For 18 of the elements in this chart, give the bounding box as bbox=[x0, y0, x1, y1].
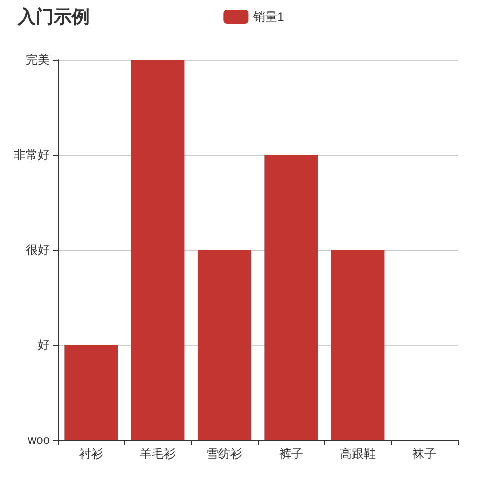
x-tick-label: 裤子 bbox=[279, 447, 304, 461]
x-tick-label: 雪纺衫 bbox=[206, 447, 243, 461]
legend-label: 销量1 bbox=[252, 10, 285, 24]
chart-title: 入门示例 bbox=[17, 7, 90, 27]
text: 非常好 bbox=[14, 148, 50, 162]
bar bbox=[131, 60, 185, 440]
x-tick-label: 高跟鞋 bbox=[340, 447, 376, 461]
text: woo bbox=[26, 433, 50, 447]
x-tick-label: 袜子 bbox=[412, 447, 437, 461]
text: 完美 bbox=[26, 53, 50, 67]
bar bbox=[198, 250, 252, 440]
bar bbox=[64, 345, 118, 440]
bar bbox=[331, 250, 385, 440]
x-tick-label: 衬衫 bbox=[79, 447, 104, 461]
text: 很好 bbox=[26, 243, 50, 257]
text: 好 bbox=[38, 338, 50, 352]
x-tick-label: 羊毛衫 bbox=[140, 447, 176, 461]
bar bbox=[264, 155, 318, 440]
